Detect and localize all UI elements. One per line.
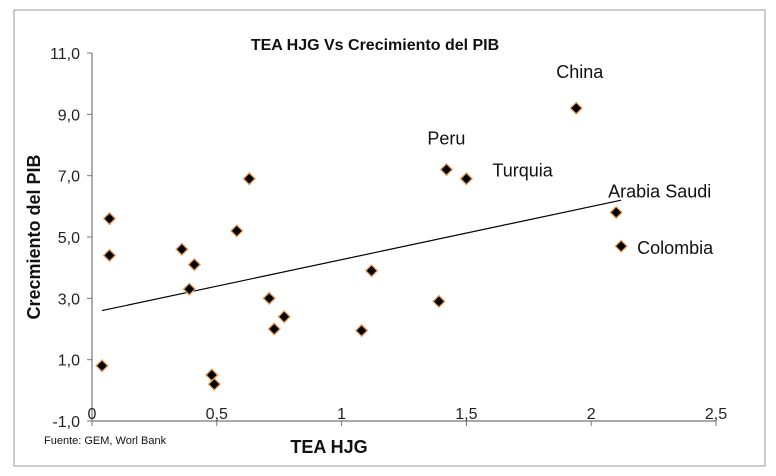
data-point xyxy=(614,239,628,253)
x-tick-label: 0 xyxy=(88,406,97,423)
point-label: Arabia Saudi xyxy=(608,181,711,201)
data-point xyxy=(175,242,189,256)
data-point xyxy=(207,377,222,391)
data-point xyxy=(187,257,202,272)
data-point xyxy=(242,172,256,186)
data-point xyxy=(262,291,276,306)
data-point xyxy=(459,172,474,186)
x-axis-ticks: 0 0,5 1 1,5 2 2,5 xyxy=(88,406,727,426)
chart-title: TEA HJG Vs Crecimiento del PIB xyxy=(251,37,499,54)
y-tick-label: 11,0 xyxy=(50,46,80,63)
data-points xyxy=(95,101,628,391)
data-point xyxy=(267,322,281,336)
y-tick-label: 9,0 xyxy=(58,107,80,124)
x-tick-label: 2 xyxy=(587,406,596,423)
data-point xyxy=(95,359,109,373)
x-axis-label: TEA HJG xyxy=(290,437,367,457)
chart-frame xyxy=(13,9,766,467)
data-point xyxy=(182,282,197,296)
x-tick-label: 0,5 xyxy=(206,406,228,423)
data-point xyxy=(230,224,244,238)
y-tick-label: 3,0 xyxy=(58,291,80,308)
source-note: Fuente: GEM, Worl Bank xyxy=(44,435,167,447)
x-tick-label: 2,5 xyxy=(705,406,727,423)
y-tick-label: 5,0 xyxy=(58,230,80,247)
x-tick-label: 1,5 xyxy=(455,406,477,423)
data-point xyxy=(609,205,623,220)
data-point xyxy=(102,248,117,263)
point-label: China xyxy=(556,62,604,82)
point-labels: Peru Turquia China Arabia Saudi Colombia xyxy=(427,62,714,258)
data-point xyxy=(432,294,446,309)
point-label: Colombia xyxy=(637,238,714,258)
point-label: Peru xyxy=(427,129,465,149)
y-axis-label: Crecmiento del PIB xyxy=(24,154,44,319)
data-point xyxy=(277,310,291,324)
x-tick-label: 1 xyxy=(337,406,346,423)
y-tick-label: 7,0 xyxy=(58,169,80,186)
data-point xyxy=(439,162,454,177)
data-point xyxy=(102,211,117,226)
y-axis-ticks: -1,0 1,0 3,0 5,0 7,0 9,0 11,0 xyxy=(50,46,92,431)
data-point xyxy=(354,323,369,338)
data-point xyxy=(569,101,583,115)
y-tick-label: -1,0 xyxy=(52,414,80,431)
y-tick-label: 1,0 xyxy=(58,353,80,370)
point-label: Turquia xyxy=(492,161,553,181)
data-point xyxy=(364,264,379,278)
